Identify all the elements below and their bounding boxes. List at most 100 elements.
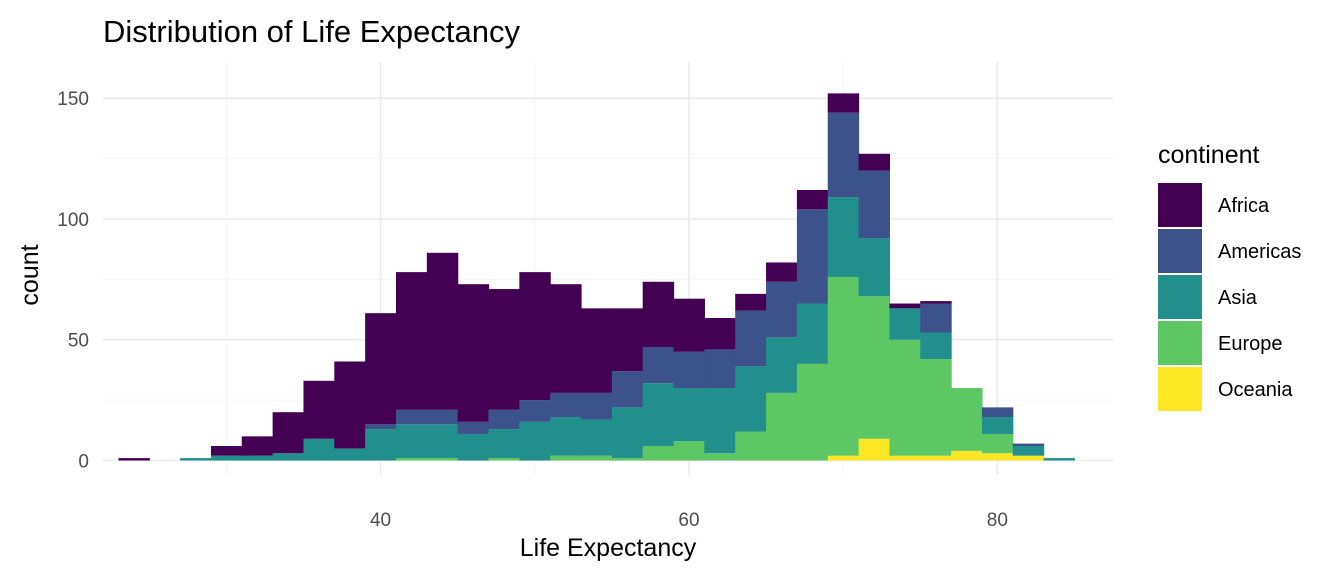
bar-americas [365,424,397,430]
bar-oceania [981,453,1014,461]
y-tick-label: 50 [68,331,89,352]
bar-americas [1012,443,1045,447]
bar-americas [642,346,675,384]
legend-swatch-oceania [1158,367,1202,411]
bar-americas [735,310,767,367]
bar-africa [735,293,767,311]
legend-title: continent [1158,141,1260,169]
bar-americas [981,407,1014,418]
bar-europe [766,392,798,461]
bars [118,93,1076,461]
x-tick-label: 40 [370,510,391,531]
bar-asia [920,332,952,360]
bar-asia [395,424,428,459]
bar-europe [704,453,736,461]
bar-americas [920,303,952,333]
bar-africa [889,303,921,309]
bar-africa [642,281,675,347]
bar-africa [272,412,305,454]
bar-americas [457,421,490,434]
bar-europe [488,458,520,461]
y-tick-label: 100 [57,210,89,231]
bar-americas [426,409,459,425]
bar-oceania [951,450,983,461]
bar-asia [735,366,767,432]
bar-europe [827,276,860,456]
bar-asia [766,337,798,393]
bar-americas [827,112,860,198]
legend-swatch-europe [1158,321,1202,365]
legend-label-americas: Americas [1218,241,1301,263]
bar-africa [920,301,952,304]
y-tick-labels: 0 50 100 150 [57,89,89,472]
bar-asia [704,388,736,454]
y-tick-label: 150 [57,89,89,110]
bar-asia [642,383,675,447]
bar-africa [118,458,150,461]
bar-europe [611,458,644,461]
bar-africa [704,318,736,350]
bar-asia [889,308,921,340]
bar-americas [673,351,705,389]
bar-europe [642,446,675,461]
bar-americas [858,170,891,239]
legend-swatch-americas [1158,229,1202,273]
bar-oceania [889,455,921,461]
legend: continent Africa Americas Asia Europe Oceani… [1158,141,1301,411]
bar-europe [889,339,921,456]
bar-asia [858,238,891,297]
bar-asia [334,448,366,461]
bar-asia [981,417,1014,434]
bar-americas [395,409,428,425]
bar-americas [766,281,798,338]
bar-africa [334,361,366,449]
bar-oceania [827,455,860,461]
bar-europe [858,296,891,439]
bar-asia [519,421,551,461]
bar-africa [673,298,705,352]
bar-africa [858,153,891,171]
x-tick-labels: 40 60 80 [370,510,1008,531]
bar-asia [796,303,829,364]
legend-label-africa: Africa [1218,195,1270,217]
bar-americas [611,371,644,408]
bar-asia [272,453,305,461]
bar-africa [550,284,582,393]
bar-europe [550,455,582,461]
bar-europe [796,363,829,461]
y-tick-label: 0 [78,452,89,473]
bar-europe [395,458,428,461]
bar-africa [519,272,551,401]
legend-swatch-africa [1158,183,1202,227]
bar-africa [581,308,613,393]
bar-africa [611,308,644,372]
bar-asia [426,424,459,459]
legend-label-europe: Europe [1218,333,1283,355]
y-axis-title: count [16,244,44,305]
bar-asia [1012,446,1045,456]
bar-europe [920,359,952,456]
bar-asia [1043,458,1076,461]
bar-asia [827,197,860,277]
bar-oceania [858,438,891,461]
bar-asia [210,455,243,461]
bar-africa [395,272,428,410]
legend-swatch-asia [1158,275,1202,319]
bar-asia [550,417,582,456]
bar-africa [827,93,860,113]
bar-oceania [1012,455,1045,461]
bar-africa [426,252,459,410]
bar-africa [796,190,829,210]
bar-asia [457,433,490,461]
bar-americas [550,392,582,418]
bar-europe [735,431,767,461]
bar-africa [210,446,243,456]
bar-asia [611,407,644,459]
bar-europe [981,433,1014,454]
x-tick-label: 60 [678,510,699,531]
bar-africa [488,289,520,410]
bar-americas [796,209,829,304]
bar-americas [488,409,520,430]
bar-europe [951,388,983,451]
